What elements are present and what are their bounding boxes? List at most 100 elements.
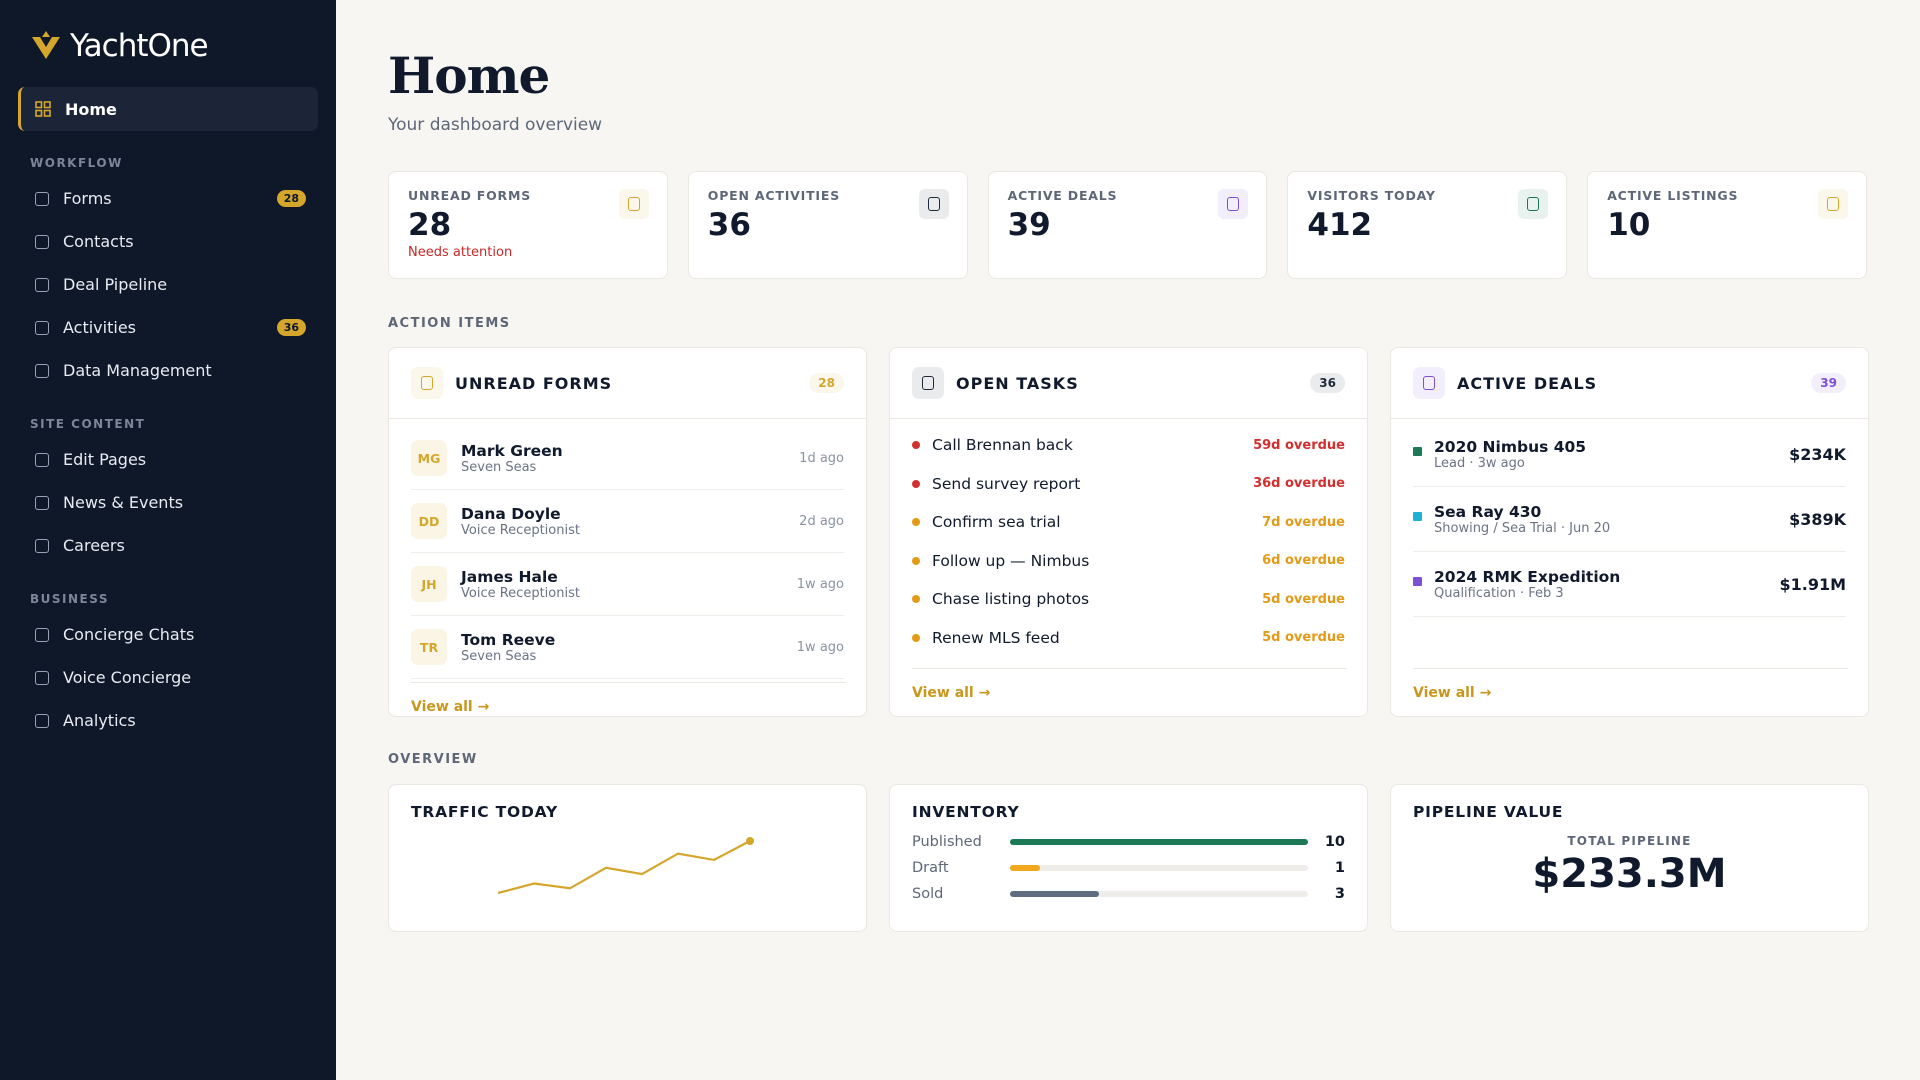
avatar: DD [411,503,447,539]
stat-note: Needs attention [408,245,513,260]
card-title: INVENTORY [912,803,1020,821]
panel: ACTIVE DEALS 39 2020 Nimbus 405 Lead · 3w a… [1390,347,1869,717]
nav-label: Home [65,99,117,119]
stat-icon [1518,189,1549,219]
stat-label: OPEN ACTIVITIES [707,188,841,203]
form-row[interactable]: MG Mark Green Seven Seas 1d ago [411,427,844,490]
panel: UNREAD FORMS 28 MG Mark Green Seven Seas 1d a… [388,347,867,717]
stat-value: 412 [1307,207,1373,243]
page-title: Home [388,46,550,105]
task-row[interactable]: Confirm sea trial 7d overdue [912,503,1345,542]
nav-section-title: WORKFLOW [30,156,123,170]
nav-item[interactable]: Data Management [18,349,318,392]
nav-icon [35,713,49,728]
nav-item[interactable]: Concierge Chats [18,613,318,656]
form-source: Voice Receptionist [461,585,580,601]
task-status: 7d overdue [1262,514,1345,530]
inventory-value: 1 [1334,860,1345,876]
inventory-label: Published [912,834,982,850]
nav-item[interactable]: Activities 36 [18,306,318,349]
task-status: 5d overdue [1262,591,1345,607]
inventory-value: 10 [1324,834,1345,850]
inventory-label: Draft [912,860,949,876]
deal-amount: $1.91M [1779,574,1846,594]
form-row[interactable]: JH James Hale Voice Receptionist 1w ago [411,553,844,616]
traffic-card: TRAFFIC TODAY [388,784,867,932]
task-status: 36d overdue [1253,476,1345,492]
deal-name: 2020 Nimbus 405 [1434,437,1587,456]
inventory-bar [1010,891,1100,897]
stat-icon [1817,189,1848,219]
panel-title: UNREAD FORMS [455,373,613,393]
stat-label: ACTIVE LISTINGS [1607,188,1739,203]
pipeline-value: $233.3M [1532,851,1727,897]
nav-home[interactable]: Home [18,87,318,131]
nav-label: Edit Pages [63,450,147,469]
nav-label: Careers [63,536,125,555]
form-text: Tom Reeve Seven Seas [461,631,555,664]
form-source: Seven Seas [461,648,537,664]
nav-item[interactable]: Contacts [18,220,318,263]
task-status: 5d overdue [1262,630,1345,646]
inventory-bar [1010,839,1308,845]
status-dot [912,518,920,527]
deal-amount: $389K [1789,509,1846,529]
nav-item[interactable]: Forms 28 [18,177,318,220]
form-source: Seven Seas [461,459,537,475]
icon-glyph [927,197,940,211]
nav-item[interactable]: Deal Pipeline [18,263,318,306]
brand-name: YachtOne [70,28,209,64]
deal-row[interactable]: 2020 Nimbus 405 Lead · 3w ago $234K [1413,422,1846,487]
section-label: ACTION ITEMS [388,316,511,331]
nav-icon [35,363,49,378]
nav-label: Deal Pipeline [63,275,168,294]
form-text: Dana Doyle Voice Receptionist [461,505,580,538]
home-icon [35,101,51,117]
nav-badge: 36 [276,319,306,336]
nav-item[interactable]: Careers [18,524,318,567]
nav-label: Concierge Chats [63,625,195,644]
form-time: 2d ago [799,513,844,529]
nav-label: Voice Concierge [63,668,192,687]
view-all-link[interactable]: View all → [912,668,1347,716]
nav-item[interactable]: Voice Concierge [18,656,318,699]
nav-section-title: SITE CONTENT [30,417,146,431]
task-row[interactable]: Send survey report 36d overdue [912,465,1345,504]
deal-row[interactable]: Sea Ray 430 Showing / Sea Trial · Jun 20 $… [1413,487,1846,552]
nav-item[interactable]: News & Events [18,481,318,524]
nav-item[interactable]: Edit Pages [18,438,318,481]
inventory-card: INVENTORY Published 10 Draft 1 Sold 3 [889,784,1368,932]
form-row[interactable]: DD Dana Doyle Voice Receptionist 2d ago [411,490,844,553]
list: Call Brennan back 59d overdue Send survey … [890,419,1367,657]
nav-icon [35,538,49,553]
deal-row[interactable]: 2024 RMK Expedition Qualification · Feb 3… [1413,552,1846,617]
deal-name: Sea Ray 430 [1434,502,1542,521]
stat-card: ACTIVE LISTINGS 10 [1587,171,1867,279]
panel-title: OPEN TASKS [956,373,1079,393]
panel-icon [411,367,443,399]
action-panels: UNREAD FORMS 28 MG Mark Green Seven Seas 1d a… [388,347,1869,717]
avatar: MG [411,440,447,476]
task-row[interactable]: Renew MLS feed 5d overdue [912,619,1345,658]
inventory-track [1010,839,1308,845]
deal-stage: Showing / Sea Trial · Jun 20 [1434,520,1611,536]
stat-value: 39 [1007,207,1051,243]
view-all-link[interactable]: View all → [411,682,846,716]
deal-name: 2024 RMK Expedition [1434,567,1621,586]
form-row[interactable]: TR Tom Reeve Seven Seas 1w ago [411,616,844,679]
panel-header: UNREAD FORMS 28 [389,348,866,419]
view-all-link[interactable]: View all → [1413,668,1848,716]
panel-title: ACTIVE DEALS [1457,373,1598,393]
deal-stage: Qualification · Feb 3 [1434,585,1564,601]
task-name: Follow up — Nimbus [932,551,1090,570]
list: 2020 Nimbus 405 Lead · 3w ago $234K Sea Ray… [1391,419,1868,617]
nav-item[interactable]: Analytics [18,699,318,742]
nav-icon [35,277,49,292]
task-row[interactable]: Call Brennan back 59d overdue [912,426,1345,465]
sparkline-end [746,837,754,845]
task-row[interactable]: Chase listing photos 5d overdue [912,580,1345,619]
task-row[interactable]: Follow up — Nimbus 6d overdue [912,542,1345,581]
task-name: Renew MLS feed [932,628,1060,647]
nav-icon [35,627,49,642]
